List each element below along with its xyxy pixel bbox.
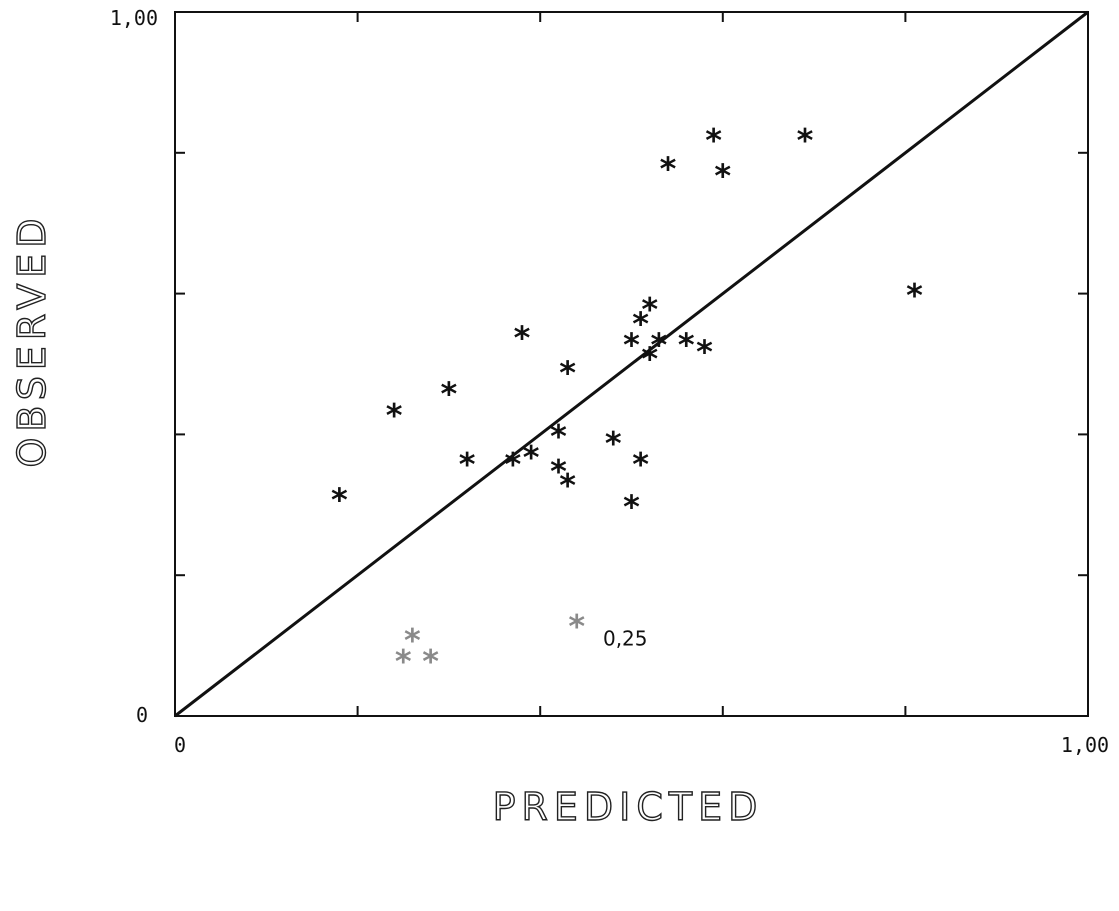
axes [174,11,1089,717]
data-point: * [459,446,476,484]
point-annotation: 0,25 [603,627,648,651]
reference-line-group [174,10,1089,718]
data-point: * [441,375,458,413]
data-point: * [623,326,640,364]
data-point: * [559,467,576,505]
data-point: * [696,333,713,371]
data-point: * [632,446,649,484]
data-point: * [714,157,731,195]
data-point: * [422,643,439,681]
x-tick-label-max: 1,00 [1061,733,1109,757]
y-tick-label-min: 0 [136,703,148,727]
data-point: * [514,319,531,357]
data-point: * [605,424,622,462]
data-point: * [632,305,649,343]
data-point: * [386,396,403,434]
data-point: * [641,291,658,329]
data-point: * [395,643,412,681]
data-point: * [797,122,814,160]
identity-line [174,10,1089,718]
data-point: * [404,622,421,660]
x-tick-label-min: 0 [174,733,186,757]
data-point: * [568,607,585,645]
data-point: * [550,417,567,455]
data-point: * [651,326,668,364]
data-point: * [559,354,576,392]
data-point: * [678,326,695,364]
y-tick-label-max: 1,00 [110,6,158,30]
data-point: * [623,488,640,526]
data-point: * [523,439,540,477]
data-point: * [641,340,658,378]
data-point: * [550,453,567,491]
data-point: * [331,481,348,519]
points-group: ****** *************** ******* ** 0,25 [331,122,923,681]
data-point: * [504,446,521,484]
x-axis-title: PREDICTED [493,785,764,829]
y-axis-title: OBSERVED [10,212,54,467]
plot-frame [174,11,1089,717]
data-point: * [906,277,923,315]
data-point: * [660,150,677,188]
data-point: * [705,122,722,160]
